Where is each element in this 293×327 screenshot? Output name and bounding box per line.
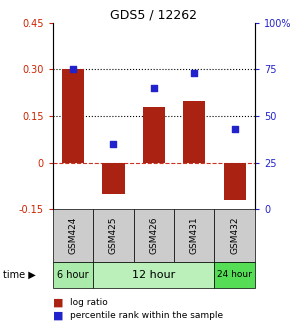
Text: GSM432: GSM432	[230, 217, 239, 254]
Text: GSM431: GSM431	[190, 216, 199, 254]
Bar	[183, 101, 205, 163]
Text: GSM425: GSM425	[109, 217, 118, 254]
Point	[71, 67, 75, 72]
Text: GSM424: GSM424	[69, 217, 77, 254]
Text: time ▶: time ▶	[3, 270, 36, 280]
Point	[111, 141, 116, 146]
Text: 6 hour: 6 hour	[57, 270, 89, 280]
Bar	[102, 163, 125, 194]
Text: GSM426: GSM426	[149, 217, 158, 254]
Point	[151, 85, 156, 91]
Text: log ratio: log ratio	[70, 298, 108, 307]
Text: percentile rank within the sample: percentile rank within the sample	[70, 311, 224, 320]
Bar	[224, 163, 246, 200]
Text: ■: ■	[53, 311, 63, 320]
Bar	[62, 70, 84, 163]
Point	[192, 71, 197, 76]
Bar	[143, 107, 165, 163]
Text: 24 hour: 24 hour	[217, 270, 252, 279]
Text: ■: ■	[53, 298, 63, 307]
Text: 12 hour: 12 hour	[132, 270, 176, 280]
Title: GDS5 / 12262: GDS5 / 12262	[110, 9, 197, 22]
Point	[232, 127, 237, 132]
